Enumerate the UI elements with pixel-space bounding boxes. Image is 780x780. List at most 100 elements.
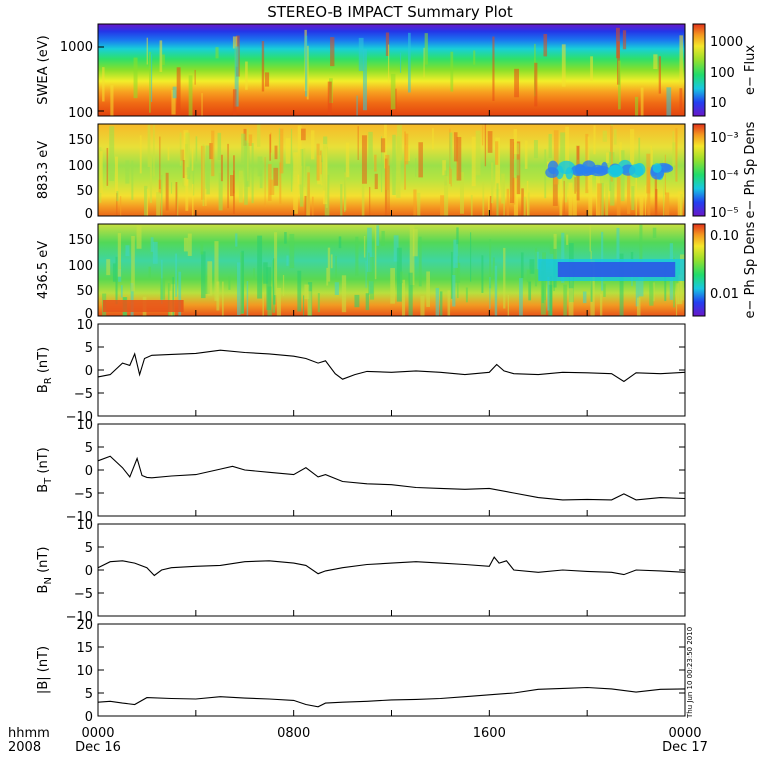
spectrogram-streak (200, 241, 204, 255)
spectrogram-streak (357, 126, 359, 160)
spectrogram-streak (303, 295, 305, 316)
spectrogram-streak (286, 255, 289, 266)
spectrogram-streak (639, 196, 644, 216)
pad-436-ytick-100: 100 (68, 259, 93, 274)
spectrogram-streak (489, 239, 492, 289)
spectrogram-streak (253, 268, 255, 279)
bmag-ytick-label: 5 (85, 687, 93, 702)
spectrogram-streak (125, 160, 130, 184)
spectrogram-streak (293, 152, 298, 214)
spectrogram-streak (638, 275, 644, 297)
pad-883-ytick-0: 0 (85, 207, 93, 222)
spectrogram-streak (426, 271, 431, 307)
spectrogram-streak (117, 233, 121, 277)
spectrogram-streak (630, 129, 635, 165)
spectrogram-streak (289, 233, 295, 269)
spectrogram-streak (568, 182, 573, 216)
pad-436-colorbar (692, 223, 706, 317)
spectrogram-streak (559, 175, 563, 216)
pad-883-cbar-tick-1e-4: 10⁻⁴ (710, 169, 739, 184)
spectrogram-streak (365, 261, 367, 288)
spectrogram-streak (266, 267, 272, 311)
pad-883-colorbar (692, 123, 706, 217)
spectrogram-streak (259, 161, 263, 189)
spectrogram-streak (487, 195, 490, 216)
spectrogram-streak (125, 245, 130, 257)
spectrogram-streak (282, 275, 285, 296)
spectrogram-streak (365, 293, 370, 311)
spectrogram-streak (307, 172, 310, 216)
spectrogram-streak (374, 173, 378, 190)
spectrogram-streak (368, 252, 370, 295)
spectrogram-streak (447, 290, 451, 316)
spectrogram-streak (473, 50, 476, 65)
spectrogram-streak (369, 186, 371, 216)
spectrogram-streak (387, 44, 390, 82)
spectrogram-streak (257, 235, 263, 299)
spectrogram-streak (136, 224, 142, 249)
spectrogram-streak (338, 236, 342, 249)
spectrogram-streak (358, 37, 364, 72)
x-date-end: Dec 17 (662, 740, 708, 755)
spectrogram-streak (630, 251, 634, 266)
spectrogram-streak (207, 261, 213, 296)
spectrogram-streak (251, 143, 254, 204)
spectrogram-streak (301, 128, 306, 141)
pad-883-blue-patch (652, 163, 662, 173)
spectrogram-streak (148, 266, 151, 278)
spectrogram-streak (160, 174, 163, 216)
spectrogram-streak (435, 287, 440, 316)
pad-883-blue-patch (591, 164, 604, 174)
spectrogram-streak (496, 183, 499, 216)
spectrogram-streak (276, 287, 281, 316)
spectrogram-streak (205, 145, 210, 195)
spectrogram-streak (482, 125, 484, 146)
pad-436-ylabel: 436.5 eV (36, 241, 51, 299)
spectrogram-streak (156, 192, 161, 216)
swea-ylabel: SWEA (eV) (36, 35, 51, 104)
spectrogram-streak (130, 282, 134, 316)
spectrogram-streak (404, 133, 409, 165)
spectrogram-streak (489, 196, 492, 216)
spectrogram-streak (677, 191, 682, 216)
spectrogram-streak (616, 227, 620, 266)
swea-cbar-label: e− Flux (743, 45, 758, 95)
bt-ytick-label: −10 (66, 510, 93, 525)
spectrogram-streak (317, 293, 320, 313)
spectrogram-streak (312, 196, 314, 216)
swea-panel: 1000 100 SWEA (eV) 1000 100 10 e− Flux (36, 23, 758, 121)
spectrogram-streak (449, 132, 453, 167)
spectrogram-streak (453, 239, 458, 268)
spectrogram-streak (183, 237, 188, 252)
spectrogram-streak (205, 188, 207, 206)
spectrogram-streak (381, 136, 383, 193)
spectrogram-streak (369, 257, 375, 300)
spectrogram-streak (383, 124, 387, 169)
spectrogram-streak (527, 192, 530, 216)
spectrogram-streak (175, 182, 178, 216)
spectrogram-streak (211, 130, 215, 177)
spectrogram-streak (588, 174, 593, 216)
spectrogram-streak (149, 51, 151, 113)
spectrogram-streak (176, 67, 181, 116)
spectrogram-streak (217, 132, 222, 160)
spectrogram-streak (247, 128, 249, 182)
spectrogram-streak (330, 254, 333, 269)
spectrogram-streak (553, 233, 557, 261)
spectrogram-streak (529, 259, 535, 274)
spectrogram-streak (516, 143, 520, 155)
spectrogram-streak (290, 128, 293, 192)
spectrogram-streak (526, 180, 529, 216)
spectrogram-streak (450, 251, 453, 299)
x-tick-0000-end: 0000 (668, 726, 701, 741)
spectrogram-streak (367, 227, 372, 272)
spectrogram-streak (230, 175, 235, 197)
spectrogram-streak (459, 172, 464, 214)
spectrogram-streak (610, 125, 613, 182)
pad-883-cbar-label: e− Ph Sp Dens (743, 121, 758, 218)
spectrogram-streak (269, 134, 271, 161)
spectrogram-streak (385, 32, 390, 56)
x-tick-0000-start: 0000 (81, 726, 114, 741)
br-ytick-label: −5 (74, 387, 93, 402)
spectrogram-streak (227, 143, 229, 209)
